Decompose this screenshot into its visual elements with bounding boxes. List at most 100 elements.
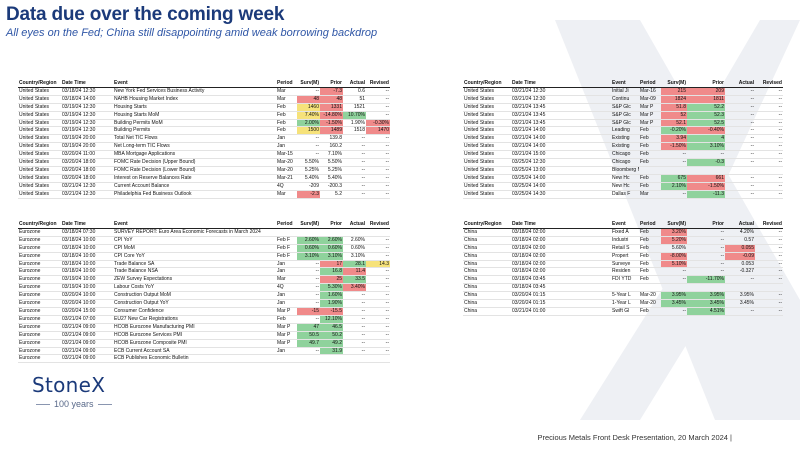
table-cell-a: 0.60% <box>343 244 366 253</box>
table-row: China 03/18/24 02:00 Industri Feb 5.20% -- 0.5… <box>463 236 783 245</box>
table-cell-ev: NAHB Housing Market Index <box>113 95 276 104</box>
table-cell-s: -- <box>297 142 320 152</box>
table-cell-p: Feb <box>639 267 661 277</box>
table-cell-a: -- <box>725 174 755 183</box>
table-cell-s: -- <box>297 299 320 308</box>
table-cell-p: Feb <box>639 260 661 269</box>
table-cell-pr: -0.40% <box>687 126 725 136</box>
table-cell-dt: 03/20/24 15:00 <box>61 307 113 316</box>
table-cell-c: Eurozone <box>18 236 61 245</box>
table-cell-s: 5.50% <box>297 158 320 167</box>
table-row: China 03/18/24 03:45 FDI YTD Feb -- -11.70% --… <box>463 275 783 285</box>
table-cell-a: -- <box>725 119 755 128</box>
table-cell-a: 0.57 <box>725 236 755 245</box>
table-cell-c: Eurozone <box>18 228 61 237</box>
table-cell-s: -15 <box>297 307 320 316</box>
table-cell-r: -- <box>366 174 390 183</box>
table-cell-pr: -7.3 <box>320 87 343 96</box>
column-header: Actual <box>343 221 366 229</box>
table-cell-s: -- <box>661 158 687 167</box>
table-cell-r: -- <box>366 190 390 199</box>
table-cell-a: -- <box>343 134 366 144</box>
table-cell-c: China <box>463 260 511 269</box>
table-cell-a: 10.70% <box>343 111 366 120</box>
table-cell-c: United States <box>18 174 61 183</box>
column-header: Country/Region <box>18 80 61 88</box>
table-cell-s: -- <box>297 87 320 96</box>
table-cell-r: -- <box>366 244 390 253</box>
table-cell-p: Jan <box>276 267 297 277</box>
table-cell-p: Mar P <box>276 339 297 348</box>
table-row: China 03/18/24 02:00 Propert Feb -8.00% -- -0.… <box>463 252 783 261</box>
table-cell-pr: 3.10% <box>687 142 725 152</box>
table-cell-pr: 50.2 <box>320 331 343 340</box>
table-cell-ev: CPI MoM <box>113 244 276 253</box>
table-cell-c: United States <box>18 182 61 191</box>
table-cell-a: 0.6 <box>343 87 366 96</box>
table-cell-pr: 5.2 <box>320 190 343 199</box>
table-cell-c: Eurozone <box>18 299 61 308</box>
table-cell-p: Jan <box>276 291 297 301</box>
table-cell-c: Eurozone <box>18 260 61 269</box>
table-cell-s: 52.1 <box>661 119 687 128</box>
table-cell-pr: 1.60% <box>320 291 343 301</box>
table-cell-a: 3.40% <box>343 283 366 293</box>
table-cell-c: China <box>463 307 511 316</box>
table-cell-pr: 52.3 <box>687 111 725 120</box>
table-row: China 03/20/24 01:15 5-Year L Mar-20 3.95% 3.… <box>463 291 783 301</box>
table-cell-a: 0.055 <box>725 244 755 253</box>
table-header-row: Country/Region Date Time Event Period Surv(M… <box>18 221 390 229</box>
table-cell-p: Feb <box>639 150 661 160</box>
table-cell-pr: 48 <box>320 95 343 104</box>
table-cell-s: 215 <box>661 87 687 96</box>
column-header: Actual <box>725 221 755 229</box>
table-cell-ev: HCOB Eurozone Services PMI <box>113 331 276 340</box>
table-cell-p: Jan <box>276 299 297 308</box>
table-cell-ev: Existing <box>611 134 639 144</box>
table-cell-a <box>725 283 755 293</box>
table-cell-pr <box>687 166 725 175</box>
table-cell-dt: 03/21/24 07:00 <box>61 315 113 324</box>
table-cell-s <box>661 166 687 175</box>
table-cell-pr: 3.10% <box>320 252 343 261</box>
table-cell-c: Eurozone <box>18 339 61 348</box>
table-cell-pr: 49.2 <box>320 339 343 348</box>
table-cell-a: 33.5 <box>343 275 366 285</box>
table-cell-dt: 03/20/24 18:00 <box>61 174 113 183</box>
table-cell-r <box>366 354 390 364</box>
table-cell-ev: ZEW Survey Expectations <box>113 275 276 285</box>
table-row: Eurozone 03/19/24 10:00 Labour Costs YoY 4Q… <box>18 283 390 293</box>
table-cell-ev <box>611 283 639 293</box>
column-header: Revised <box>366 221 390 229</box>
table-cell-s: 48 <box>297 95 320 104</box>
table-row: Eurozone 03/21/24 09:00 HCOB Eurozone Comp… <box>18 339 390 348</box>
table-cell-ev: ECB Current Account SA <box>113 347 276 356</box>
table-row: United States 03/18/24 12:30 New York Fed … <box>18 87 390 96</box>
table-cell-dt: 03/21/24 12:30 <box>511 95 611 104</box>
table-cell-r <box>755 283 783 293</box>
table-cell-ev: Construction Output MoM <box>113 291 276 301</box>
table-cell-c: United States <box>18 95 61 104</box>
table-cell-dt: 03/18/24 03:45 <box>511 283 611 293</box>
table-row: United States 03/25/24 12:30 Chicago Feb -- -… <box>463 158 783 167</box>
table-cell-c: Eurozone <box>18 307 61 316</box>
table-cell-ev: Retail S <box>611 244 639 253</box>
table-cell-ev: Residen <box>611 267 639 277</box>
table-cell-c: Eurozone <box>18 252 61 261</box>
table-cell-dt: 03/18/24 10:00 <box>61 236 113 245</box>
table-cell-pr: -- <box>687 260 725 269</box>
table-cell-a: -- <box>725 95 755 104</box>
table-cell-p: Feb <box>639 236 661 245</box>
table-cell-pr: -11.3 <box>687 190 725 199</box>
table-cell-s: 3.10% <box>297 252 320 261</box>
table-cell-s: 52 <box>661 111 687 120</box>
table-cell-c: United States <box>463 103 511 112</box>
tagline-rule-left <box>36 403 50 405</box>
table-row: Eurozone 03/21/24 09:00 ECB Publishes Econ… <box>18 354 390 364</box>
table-cell-ev: Leading <box>611 126 639 136</box>
table-cell-ev: HCOB Eurozone Manufacturing PMI <box>113 323 276 332</box>
table-row: United States 03/25/24 14:00 New Hc Feb 675 6… <box>463 174 783 183</box>
table-cell-s: 50.5 <box>297 331 320 340</box>
table-cell-ev: Total Net TIC Flows <box>113 134 276 144</box>
table-cell-ev: Chicago <box>611 158 639 167</box>
